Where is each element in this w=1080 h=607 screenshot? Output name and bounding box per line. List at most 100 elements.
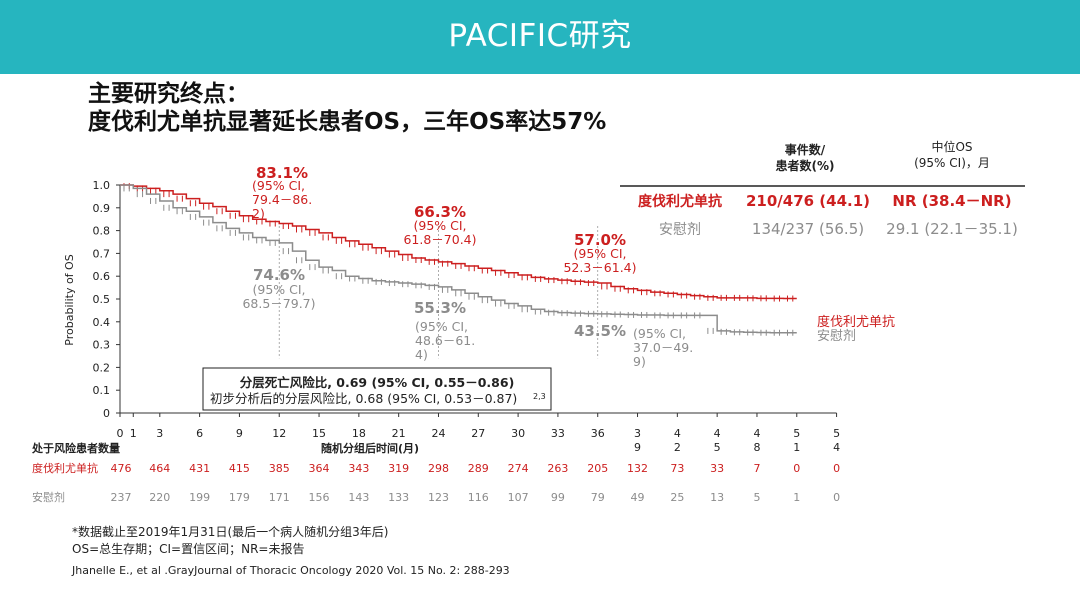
stats-header-events: 患者数(%) [776,158,835,173]
risk-value: 199 [189,491,210,504]
legend-label-placebo: 安慰剂 [817,329,856,344]
annotation-ci: 2) [252,206,265,221]
y-tick-label: 0.8 [93,225,111,238]
risk-value: 205 [587,462,608,475]
annotation-value: 83.1% [256,164,308,182]
stats-header-events: 事件数/ [785,142,826,157]
km-curve [120,184,797,300]
x-tick-label: 3 [156,427,163,440]
x-tick-label: 9 [236,427,243,440]
stats-median: NR (38.4－NR) [892,192,1011,210]
annotation-value: 55.3% [414,299,466,317]
legend-label-durvalumab: 度伐利尤单抗 [817,314,895,330]
footnote-abbreviations: OS=总生存期；CI=置信区间；NR=未报告 [72,542,305,556]
annotation-ci: 52.3－61.4) [563,260,636,275]
y-tick-label: 0.4 [93,316,111,329]
risk-value: 7 [753,462,760,475]
stats-median: 29.1 (22.1－35.1) [886,220,1018,238]
y-tick-label: 0.9 [93,202,111,215]
y-tick-label: 1.0 [93,179,111,192]
stats-header-median: 中位OS [931,139,972,154]
stats-header-median: (95% CI)，月 [914,156,990,170]
hazard-box [202,367,552,411]
risk-value: 0 [833,462,840,475]
risk-value: 171 [269,491,290,504]
risk-value: 0 [833,491,840,504]
hazard-sup: 2,3 [533,392,546,401]
x-axis-title: 随机分组后时间(月) [321,441,419,455]
x-tick-label: 9 [634,441,641,454]
x-tick-label: 4 [833,441,840,454]
risk-value: 123 [428,491,449,504]
annotation-ci: 37.0－49. [633,340,693,355]
risk-value: 319 [388,462,409,475]
y-tick-label: 0.5 [93,293,111,306]
risk-row-label: 度伐利尤单抗 [32,461,98,475]
annotation-ci: (95% CI, [415,319,468,334]
x-tick-label: 3 [634,427,641,440]
annotation-ci: 9) [633,354,646,369]
stats-arm: 安慰剂 [659,221,701,238]
risk-value: 99 [551,491,565,504]
x-tick-label: 27 [471,427,485,440]
risk-value: 79 [591,491,605,504]
y-tick-label: 0 [103,407,110,420]
risk-value: 107 [508,491,529,504]
x-tick-label: 1 [793,441,800,454]
x-tick-label: 5 [833,427,840,440]
risk-value: 13 [710,491,724,504]
x-tick-label: 30 [511,427,525,440]
x-tick-label: 24 [431,427,445,440]
x-tick-label: 4 [753,427,760,440]
risk-value: 289 [468,462,489,475]
annotation-ci: (95% CI, [252,178,305,193]
x-tick-label: 21 [392,427,406,440]
x-tick-label: 18 [352,427,366,440]
y-tick-label: 0.3 [93,339,111,352]
hazard-line1: 分层死亡风险比, 0.69 (95% CI, 0.55－0.86) [240,375,515,390]
risk-value: 33 [710,462,724,475]
risk-value: 476 [111,462,132,475]
annotation-ci: 48.6－61. [415,333,475,348]
risk-value: 364 [309,462,330,475]
annotation-ci: (95% CI, [633,326,686,341]
risk-value: 263 [547,462,568,475]
risk-value: 385 [269,462,290,475]
annotation-ci: 4) [415,347,428,362]
hazard-line2: 初步分析后的分层风险比, 0.68 (95% CI, 0.53－0.87) [210,391,517,406]
km-curve [120,184,797,334]
x-tick-label: 12 [272,427,286,440]
y-tick-label: 0.1 [93,384,111,397]
risk-value: 0 [793,462,800,475]
annotation-value: 66.3% [414,203,466,221]
footnote-data-cutoff: *数据截止至2019年1月31日(最后一个病人随机分组3年后) [72,525,389,539]
annotation-ci: (95% CI, [252,282,305,297]
risk-value: 237 [111,491,132,504]
risk-value: 343 [348,462,369,475]
risk-value: 133 [388,491,409,504]
annotation-ci: 68.5－79.7) [242,296,315,311]
annotation-value: 57.0% [574,231,626,249]
risk-row-label: 安慰剂 [32,490,65,504]
risk-value: 179 [229,491,250,504]
x-tick-label: 0 [117,427,124,440]
risk-value: 116 [468,491,489,504]
x-tick-label: 8 [753,441,760,454]
risk-value: 415 [229,462,250,475]
y-tick-label: 0.2 [93,361,111,374]
annotation-value: 74.6% [253,266,305,284]
annotation-ci: (95% CI, [573,246,626,261]
risk-value: 274 [508,462,529,475]
x-tick-label: 4 [714,427,721,440]
x-tick-label: 15 [312,427,326,440]
x-tick-label: 1 [130,427,137,440]
stats-events: 134/237 (56.5) [752,220,864,238]
x-tick-label: 33 [551,427,565,440]
y-tick-label: 0.6 [93,270,111,283]
x-tick-label: 6 [196,427,203,440]
risk-value: 25 [670,491,684,504]
stats-arm: 度伐利尤单抗 [638,193,722,210]
y-axis-title: Probability of OS [63,254,76,345]
risk-value: 143 [348,491,369,504]
x-tick-label: 5 [793,427,800,440]
